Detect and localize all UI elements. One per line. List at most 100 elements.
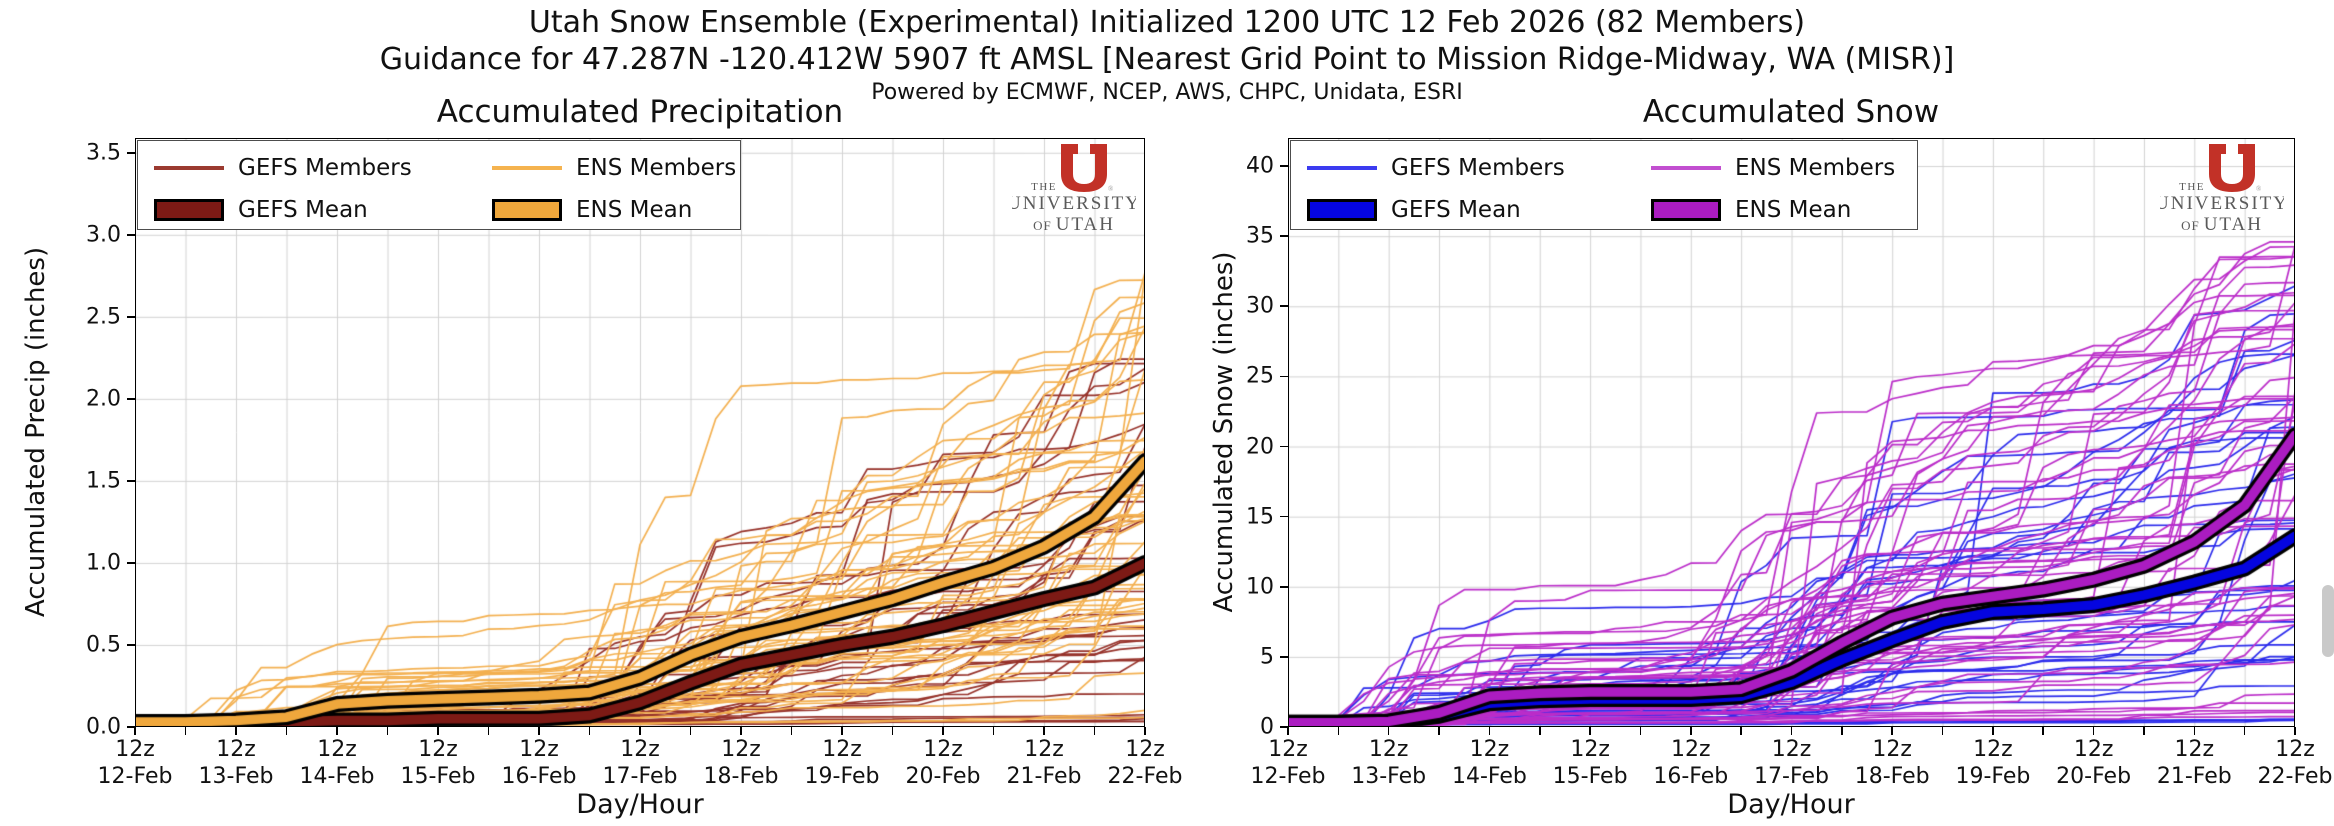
y-tick-label: 3.0 (86, 222, 121, 248)
registered-mark: ® (2256, 185, 2262, 193)
legend-label: ENS Members (576, 155, 737, 181)
x-tick-mark (992, 727, 995, 735)
x-tick-hour-label: 12z (1368, 737, 1409, 762)
x-tick-date-label: 17-Feb (602, 764, 678, 789)
x-tick-mark (1438, 727, 1440, 735)
x-tick-mark (1538, 727, 1541, 735)
x-tick-hour-label: 12z (1268, 737, 1308, 762)
x-tick-mark (1144, 727, 1146, 735)
legend-label: GEFS Mean (238, 197, 368, 223)
precip-panel-title: Accumulated Precipitation (436, 94, 844, 130)
x-tick-date-label: 14-Feb (1451, 764, 1527, 789)
x-tick-hour-label: 12z (1024, 737, 1064, 762)
y-tick-label: 25 (1246, 363, 1274, 389)
logo-the-text: THE (2179, 181, 2205, 193)
scrollbar-thumb[interactable] (2322, 585, 2334, 657)
y-tick-label: 10 (1246, 574, 1274, 600)
x-tick-hour-label: 12z (1570, 737, 1610, 762)
legend-entry-gefs-mean: GEFS Mean (1307, 189, 1651, 231)
x-tick-date-label: 15-Feb (1552, 764, 1628, 789)
y-tick-label: 3.5 (86, 140, 121, 166)
legend-entry-ens-mean: ENS Mean (492, 189, 740, 231)
x-tick-date-label: 17-Feb (1754, 764, 1829, 789)
logo-of-utah-text: OF UTAH (2181, 214, 2263, 235)
x-tick-mark (1841, 727, 1843, 735)
x-tick-mark (2193, 727, 2196, 735)
x-tick-mark (1387, 727, 1390, 735)
x-tick-mark (588, 727, 591, 735)
snow-plot-canvas (1288, 138, 2295, 727)
y-tick-label: 0.0 (86, 714, 121, 740)
y-tick-label: 2.0 (86, 386, 121, 412)
x-tick-mark (1941, 727, 1944, 735)
y-tick-label: 1.5 (86, 468, 121, 494)
x-tick-date-label: 12-Feb (97, 764, 173, 789)
registered-mark: ® (1108, 185, 1114, 193)
x-tick-date-label: 19-Feb (1955, 764, 2031, 789)
x-tick-hour-label: 12z (1125, 737, 1165, 762)
x-tick-date-label: 18-Feb (1854, 764, 1930, 789)
x-tick-hour-label: 12z (317, 737, 357, 762)
legend-label: ENS Members (1735, 155, 1896, 181)
y-tick-mark (1280, 656, 1288, 658)
x-tick-mark (1790, 727, 1793, 735)
x-tick-mark (487, 727, 490, 735)
x-tick-date-label: 22-Feb (2257, 764, 2333, 789)
y-tick-mark (1280, 726, 1288, 728)
x-tick-hour-label: 12z (519, 737, 559, 762)
x-tick-date-label: 22-Feb (1107, 764, 1183, 789)
y-tick-label: 30 (1246, 293, 1274, 319)
x-tick-date-label: 20-Feb (2056, 764, 2132, 789)
university-of-utah-logo: ® THE UNIVERSITY OF UTAH (1012, 144, 1136, 235)
x-tick-mark (891, 727, 894, 735)
y-tick-label: 2.5 (86, 304, 121, 330)
legend-label: GEFS Mean (1391, 197, 1521, 223)
x-tick-mark (1589, 727, 1591, 735)
x-tick-mark (538, 727, 540, 735)
legend-label: GEFS Members (1391, 155, 1565, 181)
x-tick-mark (2092, 727, 2095, 735)
x-tick-mark (740, 727, 742, 735)
gefs-mean-patch-swatch (154, 199, 224, 221)
y-tick-mark (1280, 445, 1288, 448)
y-tick-mark (1280, 165, 1288, 167)
y-tick-mark (1280, 235, 1288, 237)
legend-entry-gefs-members: GEFS Members (154, 147, 492, 189)
x-tick-hour-label: 12z (1771, 737, 1812, 762)
legend-entry-gefs-members: GEFS Members (1307, 147, 1651, 189)
x-tick-date-label: 21-Feb (2156, 764, 2232, 789)
logo-university-text: UNIVERSITY (2160, 193, 2284, 214)
ens-members-line-swatch (492, 166, 562, 170)
y-tick-mark (1280, 515, 1288, 518)
x-tick-hour-label: 12z (418, 737, 458, 762)
y-tick-mark (127, 398, 135, 400)
x-tick-mark (1891, 727, 1893, 735)
x-tick-mark (1690, 727, 1692, 735)
x-tick-date-label: 21-Feb (1006, 764, 1082, 789)
x-tick-mark (1043, 727, 1045, 735)
x-tick-mark (841, 727, 843, 735)
y-tick-label: 5 (1260, 644, 1274, 670)
y-tick-mark (1280, 585, 1288, 588)
x-tick-date-label: 19-Feb (804, 764, 880, 789)
ens-mean-patch-swatch (492, 199, 562, 221)
x-tick-mark (1992, 727, 1994, 735)
logo-of-utah-text: OF UTAH (1033, 214, 1115, 235)
y-tick-mark (127, 151, 135, 154)
y-tick-mark (1280, 305, 1288, 308)
y-tick-label: 15 (1246, 504, 1274, 530)
x-tick-mark (1337, 727, 1340, 735)
snow-panel-title: Accumulated Snow (1642, 94, 1940, 130)
gefs-members-line-swatch (1307, 166, 1377, 170)
x-tick-hour-label: 12z (721, 737, 761, 762)
x-tick-mark (1740, 727, 1742, 735)
ens-mean-patch-swatch (1651, 199, 1721, 221)
university-of-utah-logo: ® THE UNIVERSITY OF UTAH (2160, 144, 2284, 235)
legend-label: GEFS Members (238, 155, 412, 181)
logo-university-text: UNIVERSITY (1012, 193, 1136, 214)
snow-x-axis-label: Day/Hour (1727, 789, 1855, 820)
precip-legend: GEFS Members ENS Members GEFS Mean ENS M… (137, 140, 741, 230)
y-tick-label: 0 (1260, 714, 1274, 740)
y-tick-label: 35 (1246, 223, 1274, 249)
